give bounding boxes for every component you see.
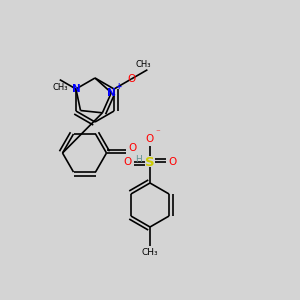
Text: ⁻: ⁻ xyxy=(156,128,161,137)
Text: CH₃: CH₃ xyxy=(136,60,151,69)
Text: N: N xyxy=(72,84,80,94)
Text: CH₃: CH₃ xyxy=(52,83,68,92)
Text: N: N xyxy=(107,88,116,98)
Text: O: O xyxy=(146,134,154,144)
Text: CH₃: CH₃ xyxy=(142,248,158,257)
Text: S: S xyxy=(145,156,155,169)
Text: O: O xyxy=(128,143,136,153)
Text: O: O xyxy=(127,74,135,84)
Text: H: H xyxy=(135,154,142,164)
Text: +: + xyxy=(115,82,122,91)
Text: O: O xyxy=(169,157,177,167)
Text: O: O xyxy=(123,157,131,167)
